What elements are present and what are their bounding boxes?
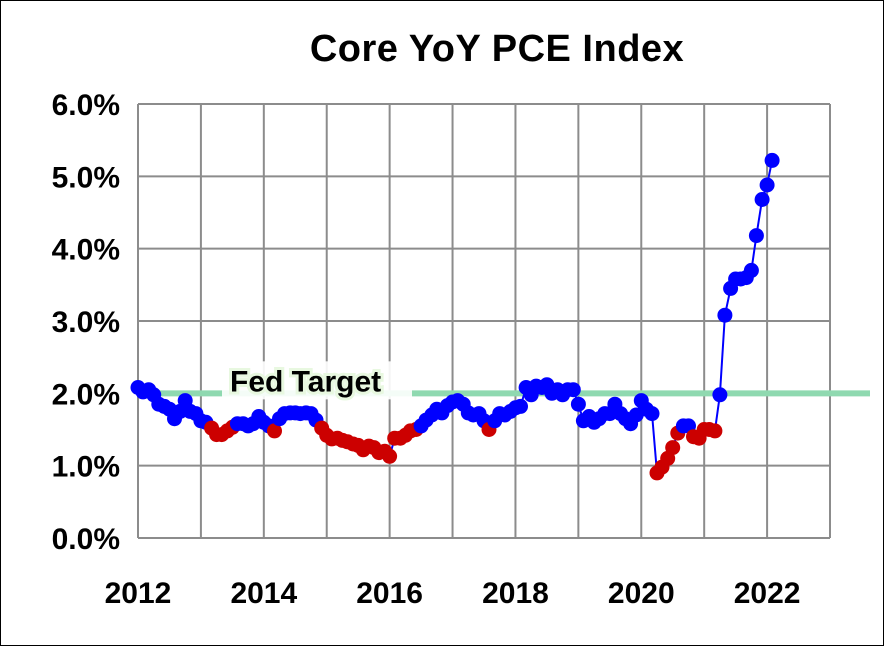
x-tick-label: 2016 [356,577,423,610]
data-point [717,307,733,323]
data-point [712,387,728,403]
data-point [754,192,770,207]
data-point [665,440,681,456]
fed-target-label-bg [222,361,412,400]
data-point [267,423,282,439]
data-point [570,396,586,412]
y-tick-label: 5.0% [52,161,120,194]
axis-labels: 0.0% 1.0% 2.0% 3.0% 4.0% 5.0% 6.0% 2012 2014 2016… [52,89,801,610]
y-tick-label: 3.0% [52,306,120,339]
y-tick-label: 0.0% [52,523,120,556]
y-tick-label: 2.0% [52,378,120,411]
data-point [743,262,759,278]
data-point [748,228,764,244]
data-point [644,406,660,422]
fed-target-label: Fed Target [230,365,381,398]
reference-line-group: Fed Target [148,361,870,401]
data-point [565,382,581,398]
x-tick-label: 2020 [608,577,675,610]
data-point [513,398,528,414]
x-tick-label: 2022 [734,577,801,610]
data-point [382,448,398,464]
chart-title: Core YoY PCE Index [309,28,685,70]
x-tick-label: 2012 [105,577,172,610]
x-tick-label: 2018 [482,577,549,610]
data-point [707,423,723,439]
y-tick-label: 1.0% [52,451,120,484]
y-tick-label: 6.0% [52,89,120,122]
data-point [759,177,775,193]
data-point [764,152,780,168]
y-tick-label: 4.0% [52,234,120,267]
x-tick-label: 2014 [230,577,297,610]
points-group [130,152,780,481]
